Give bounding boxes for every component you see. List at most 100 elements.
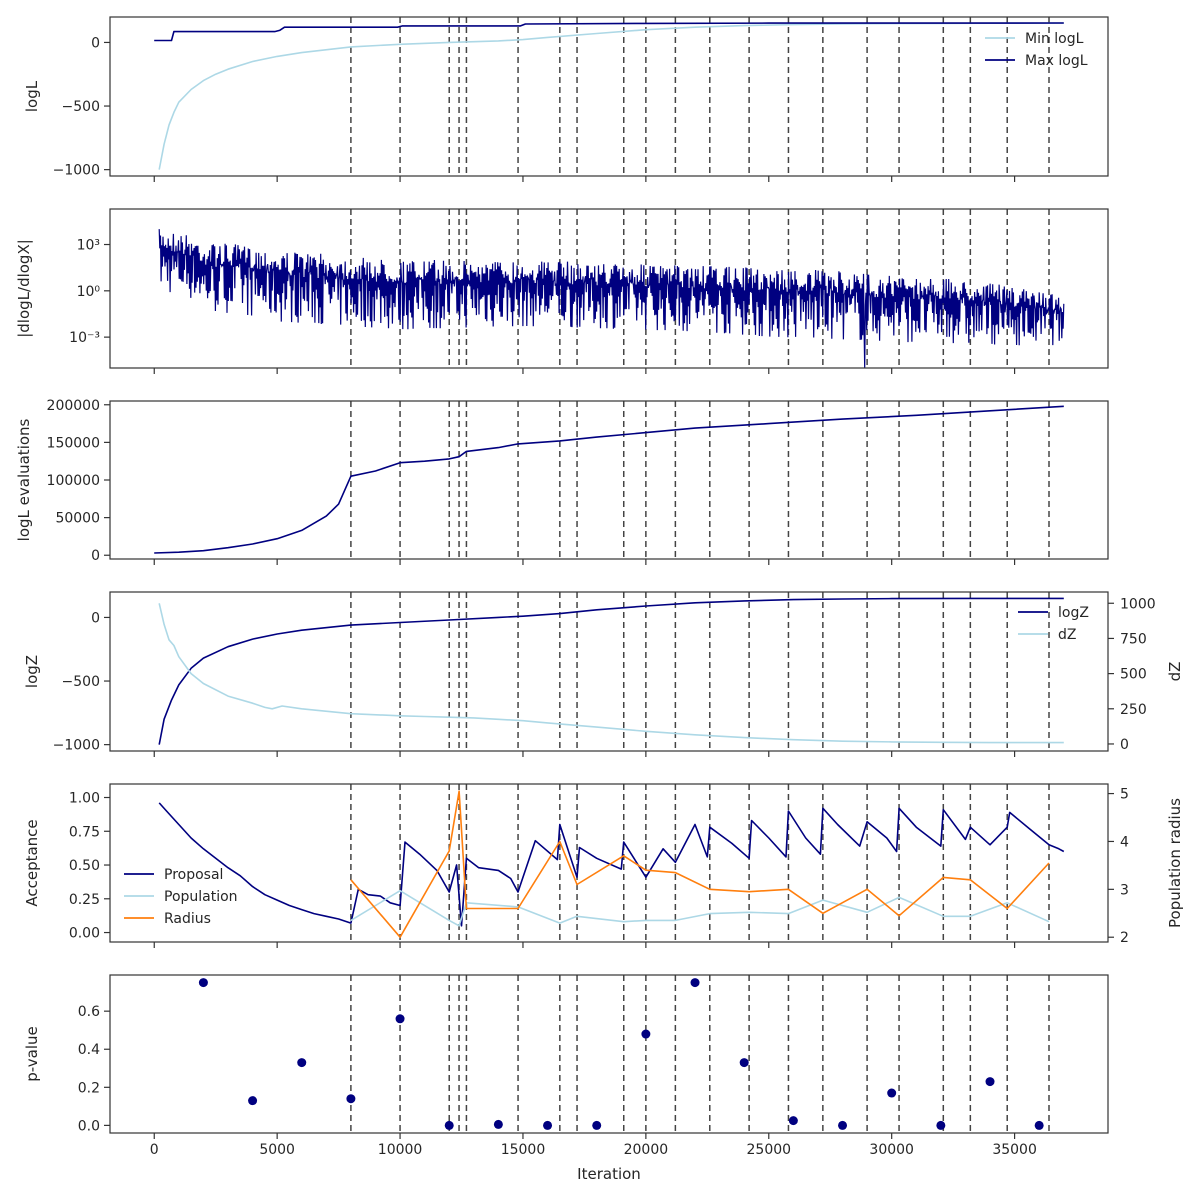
- x-tick-label: 5000: [259, 1142, 295, 1158]
- x-tick-label: 35000: [992, 1142, 1037, 1158]
- y-tick-label: 0.2: [78, 1080, 100, 1096]
- y-tick-label: −1000: [53, 738, 100, 754]
- panel-5: 0.00 0.25 0.50 0.75 1.00 2 3 4 5 Population radiu…: [23, 783, 1184, 948]
- dz-line: [158, 603, 1064, 744]
- y-right-tick-label: 5: [1120, 787, 1129, 803]
- y-axis-label: Acceptance: [23, 819, 41, 906]
- gradient-series-line: [158, 229, 1065, 368]
- p-value-point: [641, 1029, 651, 1039]
- p-value-point: [493, 1119, 503, 1129]
- legend-label: Min logL: [1025, 31, 1084, 47]
- p-value-point: [395, 1014, 405, 1024]
- p-value-point: [248, 1096, 258, 1106]
- y-axis-label: logL evaluations: [15, 418, 33, 541]
- population-line: [350, 889, 1050, 927]
- p-value-point: [936, 1120, 946, 1130]
- x-tick-label: 20000: [624, 1142, 669, 1158]
- y-tick-label: 0.75: [69, 824, 100, 840]
- plot-area: [158, 209, 1065, 368]
- y-tick-label: 150000: [47, 435, 100, 451]
- y-tick-label: 0.50: [69, 858, 100, 874]
- legend-label: Max logL: [1025, 53, 1088, 69]
- axes-frame: [109, 16, 1109, 177]
- panel-1: −1000 −500 0 logL Min logL Max logL: [23, 16, 1109, 182]
- legend-label: Radius: [164, 911, 211, 927]
- axes-frame: [109, 974, 1109, 1134]
- y-right-tick-label: 750: [1120, 631, 1147, 647]
- p-value-point: [690, 978, 700, 988]
- y-tick-label: 10⁻³: [69, 330, 100, 346]
- y-tick-label: −1000: [53, 163, 100, 179]
- y-tick-label: 0.25: [69, 892, 100, 908]
- radius-line: [350, 790, 1050, 939]
- y-tick-label: −500: [62, 674, 100, 690]
- series-line: [154, 405, 1064, 554]
- plot-area: [154, 17, 1064, 176]
- y-right-tick-label: 250: [1120, 702, 1147, 718]
- y-tick-label: 200000: [47, 398, 100, 414]
- y-tick-label: 1.00: [69, 791, 100, 807]
- panel-6: 0.0 0.2 0.4 0.6 0 5000 10000 15000 20000 25000 300…: [23, 974, 1109, 1183]
- logz-line: [158, 597, 1064, 745]
- p-value-point: [543, 1120, 553, 1130]
- y-right-axis-label: dZ: [1166, 662, 1184, 682]
- y-tick-label: 10⁰: [77, 284, 101, 300]
- y-axis-label: p-value: [23, 1026, 41, 1082]
- p-value-point: [592, 1120, 602, 1130]
- plot-area: [198, 975, 1050, 1133]
- x-tick-label: 15000: [501, 1142, 546, 1158]
- y-axis-label: logL: [23, 80, 41, 112]
- axes-frame: [109, 783, 1109, 943]
- x-tick-label: 25000: [747, 1142, 792, 1158]
- legend-label: Proposal: [164, 867, 223, 883]
- plot-area: [158, 784, 1065, 942]
- y-tick-label: 0: [91, 610, 100, 626]
- legend-label: logZ: [1058, 605, 1089, 621]
- p-value-point: [297, 1058, 307, 1068]
- y-tick-label: 50000: [55, 511, 100, 527]
- y-right-tick-label: 3: [1120, 882, 1129, 898]
- min-logl-line: [158, 22, 1064, 170]
- axes-frame: [109, 400, 1109, 560]
- axes-frame: [109, 208, 1109, 369]
- y-right-tick-label: 0: [1120, 737, 1129, 753]
- legend-label: Population: [164, 889, 238, 905]
- p-value-point: [985, 1077, 995, 1087]
- max-logl-line: [154, 22, 1064, 42]
- p-value-point: [346, 1094, 356, 1104]
- p-value-point: [788, 1116, 798, 1126]
- y-tick-label: 0: [91, 548, 100, 564]
- p-value-point: [887, 1088, 897, 1098]
- x-tick-label: 30000: [869, 1142, 914, 1158]
- y-right-tick-label: 1000: [1120, 596, 1156, 612]
- x-axis-label: Iteration: [577, 1165, 641, 1183]
- y-right-tick-label: 500: [1120, 667, 1147, 683]
- proposal-line: [158, 802, 1065, 927]
- y-axis-label: |dlogL/dlogX|: [15, 239, 33, 338]
- y-right-tick-label: 2: [1120, 930, 1129, 946]
- y-tick-label: 0: [91, 35, 100, 51]
- y-tick-label: 0.4: [78, 1042, 100, 1058]
- plot-area: [154, 401, 1064, 559]
- p-value-point: [1034, 1120, 1044, 1130]
- panel-4: −1000 −500 0 0 250 500 750 1000 dZ logZ logZ dZ: [23, 591, 1184, 757]
- y-axis-label: logZ: [23, 655, 41, 688]
- x-tick-label: 10000: [378, 1142, 423, 1158]
- y-right-tick-label: 4: [1120, 834, 1129, 850]
- p-value-point: [838, 1120, 848, 1130]
- x-tick-label: 0: [150, 1142, 159, 1158]
- plot-area: [158, 592, 1064, 751]
- y-tick-label: 10³: [77, 238, 100, 254]
- panel-3: 0 50000 100000 150000 200000 logL evaluations: [15, 398, 1109, 565]
- y-tick-label: −500: [62, 99, 100, 115]
- y-tick-label: 0.6: [78, 1004, 100, 1020]
- y-right-axis-label: Population radius: [1166, 798, 1184, 928]
- p-value-point: [739, 1058, 749, 1068]
- p-value-point: [444, 1120, 454, 1130]
- y-tick-label: 0.00: [69, 926, 100, 942]
- legend-label: dZ: [1058, 627, 1076, 643]
- y-tick-label: 0.0: [78, 1118, 100, 1134]
- y-tick-label: 100000: [47, 473, 100, 489]
- p-value-point: [198, 978, 208, 988]
